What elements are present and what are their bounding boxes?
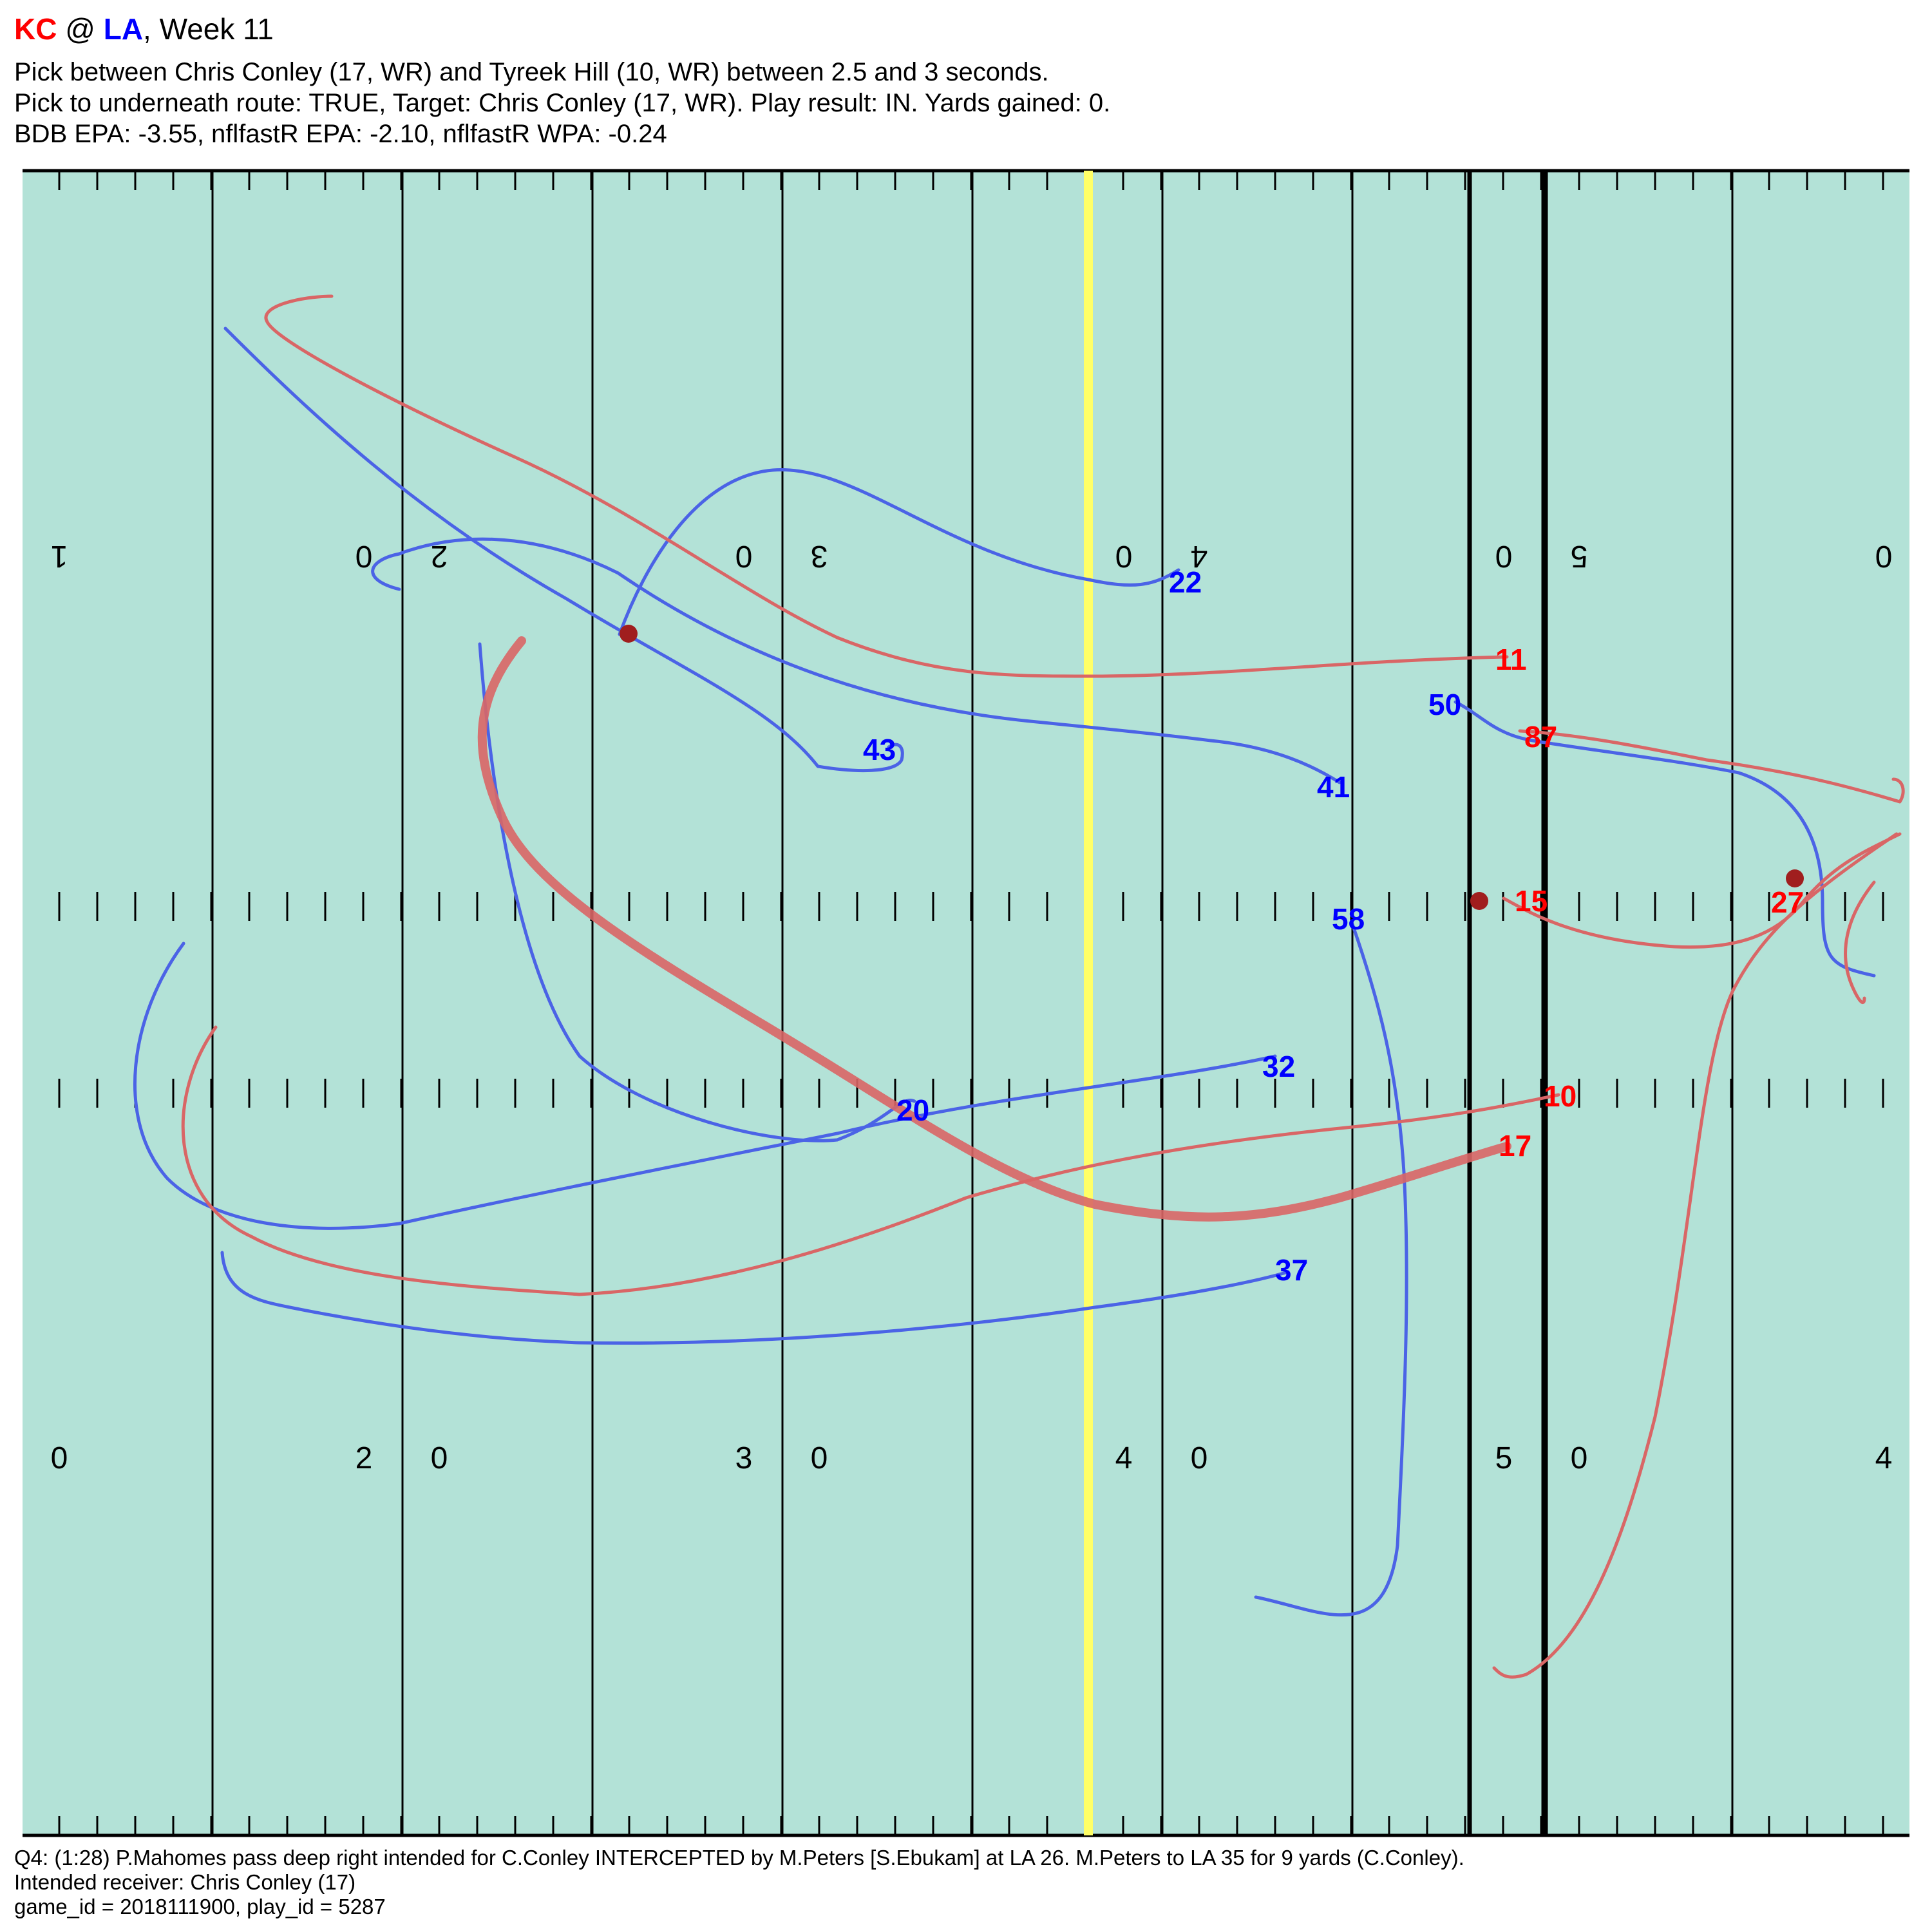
subtitle-pick: Pick between Chris Conley (17, WR) and T… [14,58,1049,86]
field-turf [23,171,1909,1835]
path-offense-11 [264,294,1509,678]
field-number-bottom: 0 [51,1441,68,1475]
path-offense-27 [1492,832,1899,1679]
path-offense-10 [181,1025,1560,1296]
label-defense-20: 20 [896,1094,929,1127]
label-defense-58: 58 [1332,902,1365,936]
week-label: , Week 11 [143,12,274,46]
field-background [23,169,1909,1837]
label-offense-11: 11 [1495,643,1527,676]
field-number-bottom: 5 [1495,1441,1513,1475]
player-labels: 22 50 43 41 58 32 20 37 11 87 15 27 10 1… [863,565,1804,1287]
hash-marks [58,171,1884,1835]
label-offense-15: 15 [1515,884,1548,918]
play-description: Q4: (1:28) P.Mahomes pass deep right int… [14,1846,1464,1870]
label-offense-87: 87 [1524,720,1557,753]
intended-receiver: Intended receiver: Chris Conley (17) [14,1870,356,1894]
field-number-top: 0 [355,539,373,573]
path-offense-27b [1844,880,1876,1005]
home-team: LA [103,12,144,46]
field-number-bottom: 0 [1571,1441,1588,1475]
field-number-bottom: 2 [355,1441,373,1475]
field-number-bottom: 0 [431,1441,448,1475]
field-numbers-bottom: 0 2 0 3 0 4 0 5 0 4 [51,1441,1893,1475]
path-defense-37 [220,1251,1290,1345]
footer: Q4: (1:28) P.Mahomes pass deep right int… [14,1846,1464,1919]
field-number-top: 0 [1495,539,1513,573]
play-subtitles: Pick between Chris Conley (17, WR) and T… [14,57,1914,149]
label-defense-22: 22 [1169,565,1202,599]
field-number-top: 5 [1571,539,1588,573]
field-number-bottom: 4 [1115,1441,1133,1475]
label-defense-43: 43 [863,733,896,766]
header: KC @ LA, Week 11 Pick between Chris Conl… [14,6,1914,149]
ball-marker-3 [1786,869,1804,887]
path-defense-50 [1454,700,1876,978]
at-separator: @ [57,12,104,46]
path-defense-58 [1254,922,1408,1617]
label-offense-27: 27 [1771,886,1804,919]
field-number-top: 0 [1875,539,1893,573]
field-number-top: 3 [811,539,828,573]
label-offense-10: 10 [1544,1079,1577,1113]
subtitle-target: Pick to underneath route: TRUE, Target: … [14,89,1111,117]
path-offense-15 [1502,832,1902,949]
label-defense-41: 41 [1317,770,1350,804]
path-offense-87 [1518,729,1905,804]
path-defense-32 [133,942,1277,1230]
ball-marker-1 [620,625,638,643]
field-number-top: 0 [1115,539,1133,573]
field-number-bottom: 0 [1191,1441,1208,1475]
label-offense-17: 17 [1499,1129,1531,1162]
field-number-top: 4 [1191,539,1208,573]
subtitle-epa: BDB EPA: -3.55, nflfastR EPA: -2.10, nfl… [14,120,667,148]
player-paths [133,294,1905,1679]
field-number-top: 0 [735,539,753,573]
away-team: KC [14,12,57,46]
field-number-bottom: 4 [1875,1441,1893,1475]
ball-markers [620,625,1804,910]
play-title: KC @ LA, Week 11 [14,6,1914,52]
yard-lines [211,171,1734,1835]
path-defense-43 [223,327,904,773]
field-number-top: 1 [51,539,68,573]
ball-marker-2 [1470,892,1488,910]
special-lines [1084,171,1548,1835]
label-defense-50: 50 [1428,688,1461,721]
label-defense-37: 37 [1275,1253,1308,1287]
play-ids: game_id = 2018111900, play_id = 5287 [14,1895,386,1918]
path-defense-22 [618,468,1180,636]
path-offense-17 [477,636,1511,1222]
label-defense-32: 32 [1262,1050,1295,1083]
field-number-bottom: 3 [735,1441,753,1475]
path-defense-41 [371,537,1341,784]
field-number-bottom: 0 [811,1441,828,1475]
